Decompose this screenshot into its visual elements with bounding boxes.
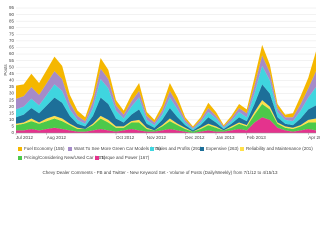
- legend-label: Want To See More Green Car Models (175): [74, 146, 161, 151]
- x-tick-label: Aug 2012: [47, 135, 67, 140]
- legend-swatch: [68, 147, 72, 151]
- x-tick-label: Nov 2012: [147, 135, 167, 140]
- y-axis-label: Posts: [3, 64, 8, 76]
- y-tick-label: 70: [9, 38, 15, 43]
- y-tick-label: 75: [9, 32, 15, 37]
- area: [16, 100, 316, 132]
- legend-label: Reliability and Maintenance (201): [246, 146, 313, 151]
- y-tick-label: 65: [9, 45, 15, 50]
- legend-label: Fuel Economy (155): [24, 146, 65, 151]
- y-tick-label: 0: [11, 130, 14, 135]
- y-tick-label: 5: [11, 124, 14, 129]
- area: [16, 84, 316, 132]
- legend-label: Sales and Profits (291): [156, 146, 202, 151]
- y-tick-label: 40: [9, 78, 15, 83]
- y-tick-label: 35: [9, 84, 15, 89]
- y-tick-label: 55: [9, 58, 15, 63]
- area: [16, 44, 316, 128]
- y-tick-label: 90: [9, 12, 15, 17]
- area: [16, 104, 316, 133]
- legend-swatch: [95, 156, 99, 160]
- legend-swatch: [200, 147, 204, 151]
- legend-swatch: [18, 147, 22, 151]
- footer: Chevy Dealer Comments - FB and Twitter -…: [43, 170, 278, 175]
- y-tick-label: 80: [9, 25, 15, 30]
- x-tick-label: Feb 2013: [247, 135, 267, 140]
- legend-label: Expensive (263): [206, 146, 239, 151]
- legend-label: Torque and Power (167): [101, 155, 150, 160]
- legend-swatch: [18, 156, 22, 160]
- x-tick-label: Jan 2013: [216, 135, 235, 140]
- y-tick-label: 10: [9, 117, 15, 122]
- area: [16, 55, 316, 130]
- y-tick-label: 45: [9, 71, 15, 76]
- x-tick-label: Dec 2012: [185, 135, 205, 140]
- y-tick-label: 30: [9, 91, 15, 96]
- y-tick-label: 60: [9, 51, 15, 56]
- y-tick-label: 15: [9, 110, 15, 115]
- area: [16, 117, 316, 133]
- y-tick-label: 95: [9, 5, 15, 10]
- y-tick-label: 85: [9, 18, 15, 23]
- legend-swatch: [240, 147, 244, 151]
- y-tick-label: 25: [9, 97, 15, 102]
- x-tick-label: Oct 2012: [116, 135, 135, 140]
- y-tick-label: 20: [9, 104, 15, 109]
- area: [16, 65, 316, 131]
- x-tick-label: Jul 2012: [16, 135, 34, 140]
- x-tick-label: Apr 2013: [308, 135, 320, 140]
- legend-label: Pricing/Considering New/Used Car (201): [24, 155, 106, 160]
- legend-swatch: [150, 147, 154, 151]
- y-tick-label: 50: [9, 64, 15, 69]
- chart: Posts Chevy Dealer Comments - FB and Twi…: [3, 5, 320, 175]
